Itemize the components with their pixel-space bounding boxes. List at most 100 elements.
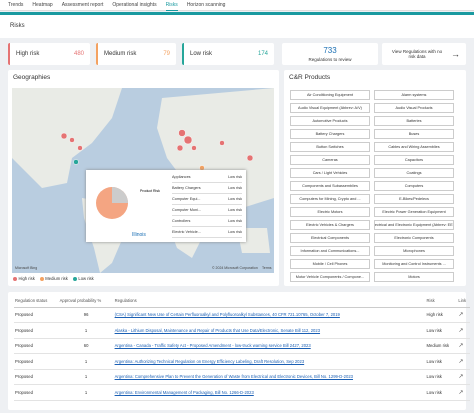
link-text[interactable]: View Regulations with no risk data: [391, 49, 443, 59]
link-icon[interactable]: ↗: [457, 322, 470, 339]
pie-slice: [112, 187, 128, 203]
column-header: Approval probability %: [58, 294, 114, 308]
land-north-america: [12, 88, 122, 188]
cell: Low risk: [425, 384, 458, 401]
nav-tab[interactable]: Assessment report: [61, 1, 104, 8]
cell[interactable]: Argentina: Environmental Management of P…: [113, 384, 426, 401]
product-chip[interactable]: Alarm systems: [374, 90, 454, 100]
product-chip[interactable]: Electric Motors: [290, 207, 370, 217]
product-chip[interactable]: Cameras: [290, 155, 370, 165]
regulations-panel: Regulation status Approval probability % R…: [8, 292, 470, 410]
table-row: Proposed 60 Argentina - Canada - Traffic S…: [14, 338, 470, 354]
panel-title: Geographies: [13, 74, 51, 81]
cell[interactable]: Argentina - Canada - Traffic Safety Act …: [113, 338, 426, 354]
cell: Proposed: [14, 338, 59, 354]
item-name: Appliances: [172, 175, 191, 179]
product-chip[interactable]: Button Switches: [290, 142, 370, 152]
product-chip[interactable]: Monitoring and Control Instruments ...: [374, 259, 454, 269]
link-icon[interactable]: ↗: [457, 353, 470, 370]
product-chip[interactable]: Battery Chargers: [290, 129, 370, 139]
kpi-label: Low risk: [190, 51, 213, 57]
kpi-label: Medium risk: [104, 51, 137, 57]
product-chip[interactable]: Cars / Light Vehicles: [290, 168, 370, 178]
item-name: Controllers: [172, 219, 191, 223]
product-chip[interactable]: Automotive Products: [290, 116, 370, 126]
product-chip[interactable]: Capacitors: [374, 155, 454, 165]
kpi-card: Low risk 174: [182, 43, 274, 65]
cell: 96: [58, 307, 114, 323]
legend-swatch: [39, 276, 44, 281]
column-header: Link: [457, 294, 470, 308]
popup-item: Electric Vehicle... Low risk: [172, 227, 242, 238]
legend-label: Low risk: [78, 276, 94, 281]
nav-tab[interactable]: Trends: [8, 1, 24, 8]
pie-title: Product Risk: [140, 189, 160, 193]
item-risk: Low risk: [228, 186, 242, 190]
column-header: Risk: [425, 294, 458, 308]
legend-item: High risk: [13, 276, 35, 281]
product-chip[interactable]: Cables and Wiring Assemblies: [374, 142, 454, 152]
product-chip[interactable]: Information and Communications...: [290, 246, 370, 256]
product-chip[interactable]: Motors: [374, 272, 454, 282]
product-chip[interactable]: Computers: [374, 181, 454, 191]
product-chip[interactable]: Electric Vehicles & Chargers: [290, 220, 370, 230]
popup-item: Computer Equi... Low risk: [172, 194, 242, 205]
product-chip[interactable]: Microphones: [374, 246, 454, 256]
product-chip[interactable]: Components and Subassemblies: [290, 181, 370, 191]
kpi-card: High risk 480: [8, 43, 90, 65]
popup-item: Computer Moni... Low risk: [172, 205, 242, 216]
product-chip[interactable]: Electronic Components: [374, 233, 454, 243]
cell[interactable]: Argentina: Comprehensive Plan to Prevent…: [113, 369, 426, 385]
product-chip[interactable]: Mobile / Cell Phones: [290, 259, 370, 269]
product-chip[interactable]: Buses: [374, 129, 454, 139]
popup-list: Appliances Low risk Battery Chargers Low ri…: [172, 172, 242, 238]
product-chip[interactable]: Motor Vehicle Components / Compone...: [290, 272, 370, 282]
table-row: Proposed 1 Alaska - Lithium Disposal, Main…: [14, 322, 470, 339]
arrow-icon[interactable]: →: [451, 49, 460, 59]
column-header: Regulation status: [14, 294, 59, 308]
product-chip[interactable]: Batteries: [374, 116, 454, 126]
table-row: Proposed 1 Argentina: Environmental Manage…: [14, 384, 470, 401]
cell: Proposed: [14, 369, 59, 385]
product-chip[interactable]: E-Bikes/Pedelecs: [374, 194, 454, 204]
item-name: Computer Moni...: [172, 208, 202, 212]
product-chip[interactable]: Electrical Components: [290, 233, 370, 243]
nav-tab[interactable]: Heatmap: [32, 1, 53, 8]
product-chip[interactable]: Computers for Mining, Crypto and ...: [290, 194, 370, 204]
map-terms[interactable]: Terms: [262, 266, 272, 270]
cell[interactable]: (CSA) Significant New Use of Certain Per…: [113, 307, 426, 323]
item-risk: Low risk: [228, 197, 242, 201]
cell[interactable]: Alaska - Lithium Disposal, Maintenance a…: [113, 322, 426, 339]
legend-label: Medium risk: [45, 276, 68, 281]
review-card: 733 Regulations to review: [282, 43, 378, 65]
link-icon[interactable]: ↗: [457, 338, 470, 354]
item-name: Computer Equi...: [172, 197, 201, 201]
popup-pie: Product Risk: [96, 187, 160, 219]
item-risk: Low risk: [228, 208, 242, 212]
popup-item: Appliances Low risk: [172, 172, 242, 183]
nav-bar: Trends Heatmap Assessment report Operationa…: [0, 0, 474, 11]
product-chip[interactable]: Air Conditioning Equipment: [290, 90, 370, 100]
kpi-value: 480: [73, 51, 84, 57]
product-chip[interactable]: Audio Visual Equipment (Abbrev: A/V): [290, 103, 370, 113]
link-icon[interactable]: ↗: [457, 369, 470, 385]
product-chip[interactable]: Electric Power Generation Equipment: [374, 207, 454, 217]
link-icon[interactable]: ↗: [457, 307, 470, 323]
nav-tab[interactable]: Operational insights: [112, 1, 157, 8]
link-icon[interactable]: ↗: [457, 384, 470, 401]
table-row: Proposed 96 (CSA) Significant New Use of C…: [14, 307, 470, 323]
map-popup: Product Risk Illinois Appliances Low risk…: [86, 170, 246, 242]
no-risk-link[interactable]: View Regulations with no risk data →: [382, 43, 466, 65]
product-chip[interactable]: Electrical and Electronic Equipment (Abb…: [374, 220, 454, 230]
review-label: Regulations to review: [308, 57, 352, 62]
cell[interactable]: Argentina: Authorizing Technical Regulat…: [113, 353, 426, 370]
column-header: Regulations: [113, 294, 426, 308]
regulations-table: Regulation status Approval probability % R…: [14, 294, 470, 401]
product-chip[interactable]: Audio Visual Products: [374, 103, 454, 113]
nav-tab[interactable]: Risks: [165, 0, 178, 11]
item-risk: Low risk: [228, 219, 242, 223]
product-chip[interactable]: Coatings: [374, 168, 454, 178]
nav-tab[interactable]: Horizon scanning: [186, 1, 226, 8]
popup-item: Battery Chargers Low risk: [172, 183, 242, 194]
kpi-card: Medium risk 79: [96, 43, 176, 65]
